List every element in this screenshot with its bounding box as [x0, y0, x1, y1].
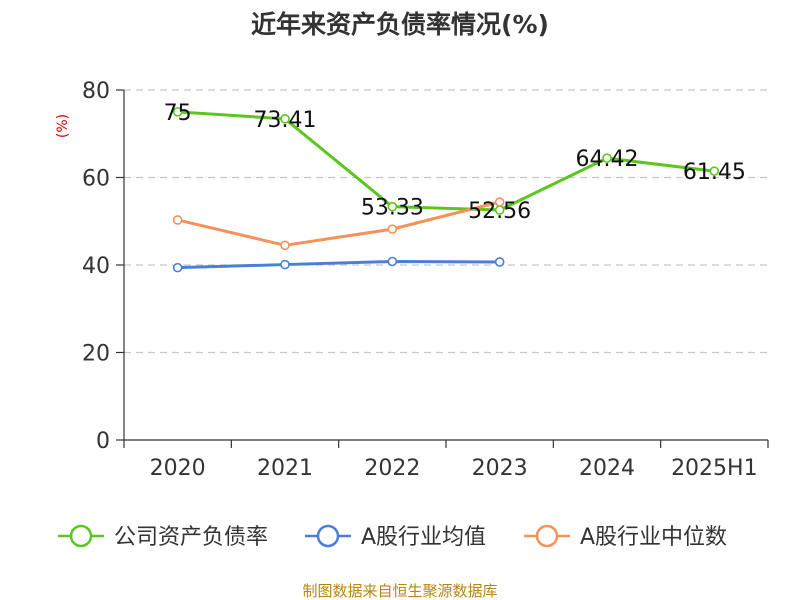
x-tick-label: 2021 — [257, 456, 313, 481]
source-note: 制图数据来自恒生聚源数据库 — [302, 582, 497, 600]
data-point — [709, 166, 720, 176]
data-point — [387, 256, 398, 267]
series-line — [177, 110, 715, 212]
data-label: 52.56 — [468, 199, 531, 224]
data-point — [494, 257, 505, 267]
x-tick-label: 2022 — [364, 456, 420, 481]
legend-label: 公司资产负债率 — [114, 525, 268, 550]
data-point — [387, 224, 398, 234]
data-point — [387, 201, 398, 212]
x-tick-label: 2024 — [579, 456, 635, 481]
x-tick-label: 2023 — [472, 456, 528, 481]
data-label: 61.45 — [683, 160, 746, 185]
grid-lines — [124, 89, 768, 354]
series-line — [177, 200, 501, 247]
data-point — [172, 107, 183, 117]
data-point — [602, 153, 612, 163]
legend-marker — [69, 524, 93, 548]
data-point — [280, 259, 290, 270]
data-point — [280, 114, 290, 124]
series-lines — [172, 107, 720, 273]
legend-marker — [316, 524, 340, 548]
data-point — [172, 262, 183, 273]
data-labels: 75 73.41 53.33 52.56 64.42 61.45 — [164, 101, 746, 224]
y-tick-label: 40 — [82, 254, 110, 279]
legend: 公司资产负债率 A股行业均值 A股行业中位数 — [58, 524, 727, 550]
y-tick-label: 80 — [82, 79, 110, 104]
data-label: 73.41 — [254, 108, 317, 133]
legend-label: A股行业均值 — [361, 525, 486, 550]
y-axis-label: (%) — [55, 114, 71, 138]
legend-marker — [535, 524, 559, 548]
x-tick-label: 2020 — [150, 456, 206, 481]
y-tick-label: 60 — [82, 167, 110, 192]
data-label: 64.42 — [576, 147, 639, 172]
legend-label: A股行业中位数 — [580, 525, 727, 550]
axes: 0 20 40 60 80 2020 2021 2022 2023 2024 2025H1 — [82, 79, 769, 481]
y-tick-label: 20 — [82, 342, 110, 367]
data-label: 75 — [164, 101, 192, 126]
series-line — [177, 260, 500, 270]
data-point — [494, 197, 505, 207]
y-tick-label: 0 — [96, 429, 110, 454]
x-tick-label: 2025H1 — [671, 456, 758, 481]
data-label: 53.33 — [361, 196, 424, 221]
chart-title: 近年来资产负债率情况(%) — [251, 10, 549, 39]
data-point — [280, 240, 290, 251]
data-point — [172, 215, 183, 225]
